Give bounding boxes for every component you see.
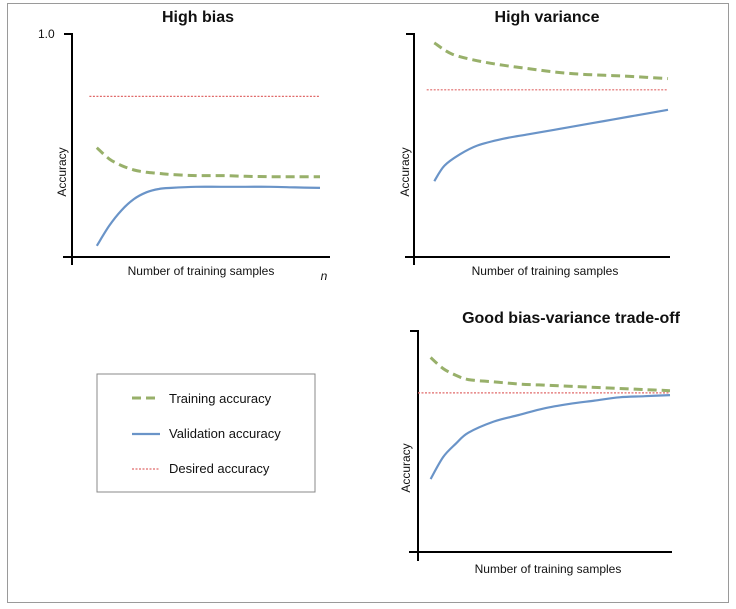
y-axis-label-good-tradeoff: Accuracy	[399, 443, 413, 492]
legend-label-training: Training accuracy	[169, 391, 272, 406]
series-layer-high-bias	[89, 95, 321, 247]
training-accuracy-line-good-tradeoff	[429, 356, 671, 393]
panel-high-bias: High bias 1.0 Accuracy Number of trainin…	[38, 9, 330, 283]
figure-frame	[7, 3, 729, 603]
x-axis-label-good-tradeoff: Number of training samples	[475, 562, 622, 576]
legend-label-validation: Validation accuracy	[169, 426, 281, 441]
x-axis-end-label: n	[321, 269, 328, 283]
y-tick-label-top: 1.0	[38, 27, 55, 41]
validation-accuracy-line-good-tradeoff	[429, 394, 671, 480]
validation-accuracy-line-high-bias	[95, 185, 321, 247]
training-accuracy-line-high-variance	[433, 41, 669, 81]
panel-title-high-bias: High bias	[162, 9, 234, 26]
legend-label-desired: Desired accuracy	[169, 461, 270, 476]
validation-accuracy-line-high-variance	[433, 108, 669, 182]
series-layer-high-variance	[426, 41, 669, 182]
panel-good-tradeoff: Good bias-variance trade-off Accuracy Nu…	[399, 310, 681, 576]
y-axis-label-high-variance: Accuracy	[398, 147, 412, 196]
x-axis-label-high-variance: Number of training samples	[472, 264, 619, 278]
series-layer-good-tradeoff	[418, 356, 671, 480]
training-accuracy-line-high-bias	[95, 146, 320, 179]
y-axis-label-high-bias: Accuracy	[55, 147, 69, 196]
panel-high-variance: High variance Accuracy Number of trainin…	[398, 9, 670, 278]
x-axis-label-high-bias: Number of training samples	[128, 264, 275, 278]
panel-title-good-tradeoff: Good bias-variance trade-off	[462, 310, 680, 327]
legend: Training accuracy Validation accuracy De…	[96, 373, 316, 493]
panel-title-high-variance: High variance	[495, 9, 600, 26]
